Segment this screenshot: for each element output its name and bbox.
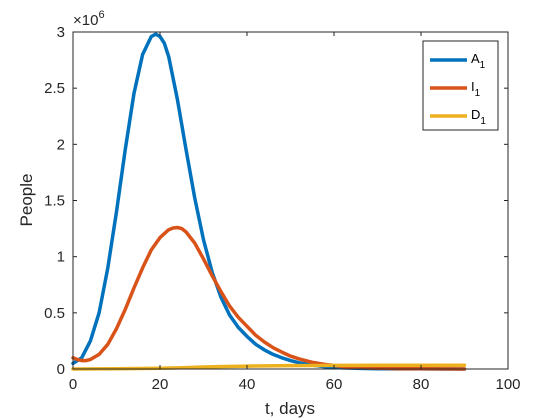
legend-entry-a1: A1 bbox=[471, 51, 486, 71]
y-tick-label: 1.5 bbox=[44, 193, 65, 210]
x-tick-label: 20 bbox=[152, 376, 169, 393]
y-tick-label: 2 bbox=[57, 136, 65, 153]
legend: A1 I1 D1 bbox=[422, 40, 499, 131]
series-line-d1 bbox=[71, 363, 467, 371]
axes-layer: 0 20 40 60 80 100 0 0.5 1 1.5 2 2.5 3 bbox=[44, 24, 520, 393]
y-tick-label: 0.5 bbox=[44, 305, 65, 322]
legend-entry-i1: I1 bbox=[471, 79, 481, 99]
exponent-label: ×106 bbox=[73, 9, 105, 29]
legend-entry-d1: D1 bbox=[471, 107, 486, 127]
y-tick-label: 1 bbox=[57, 249, 65, 266]
x-tick-label: 60 bbox=[326, 376, 343, 393]
svg-text:×106: ×106 bbox=[73, 9, 105, 29]
x-axis-label: t, days bbox=[265, 399, 315, 418]
y-tick-label: 2.5 bbox=[44, 80, 65, 97]
y-tick-label: 0 bbox=[57, 361, 65, 378]
exponent-power: 6 bbox=[98, 9, 104, 21]
y-axis-label: People bbox=[17, 174, 36, 227]
exponent-base: ×10 bbox=[73, 12, 98, 29]
x-tick-label: 80 bbox=[413, 376, 430, 393]
x-tick-label: 40 bbox=[239, 376, 256, 393]
y-tick-label: 3 bbox=[57, 24, 65, 41]
x-tick-label: 0 bbox=[69, 376, 77, 393]
x-tick-label: 100 bbox=[495, 376, 520, 393]
